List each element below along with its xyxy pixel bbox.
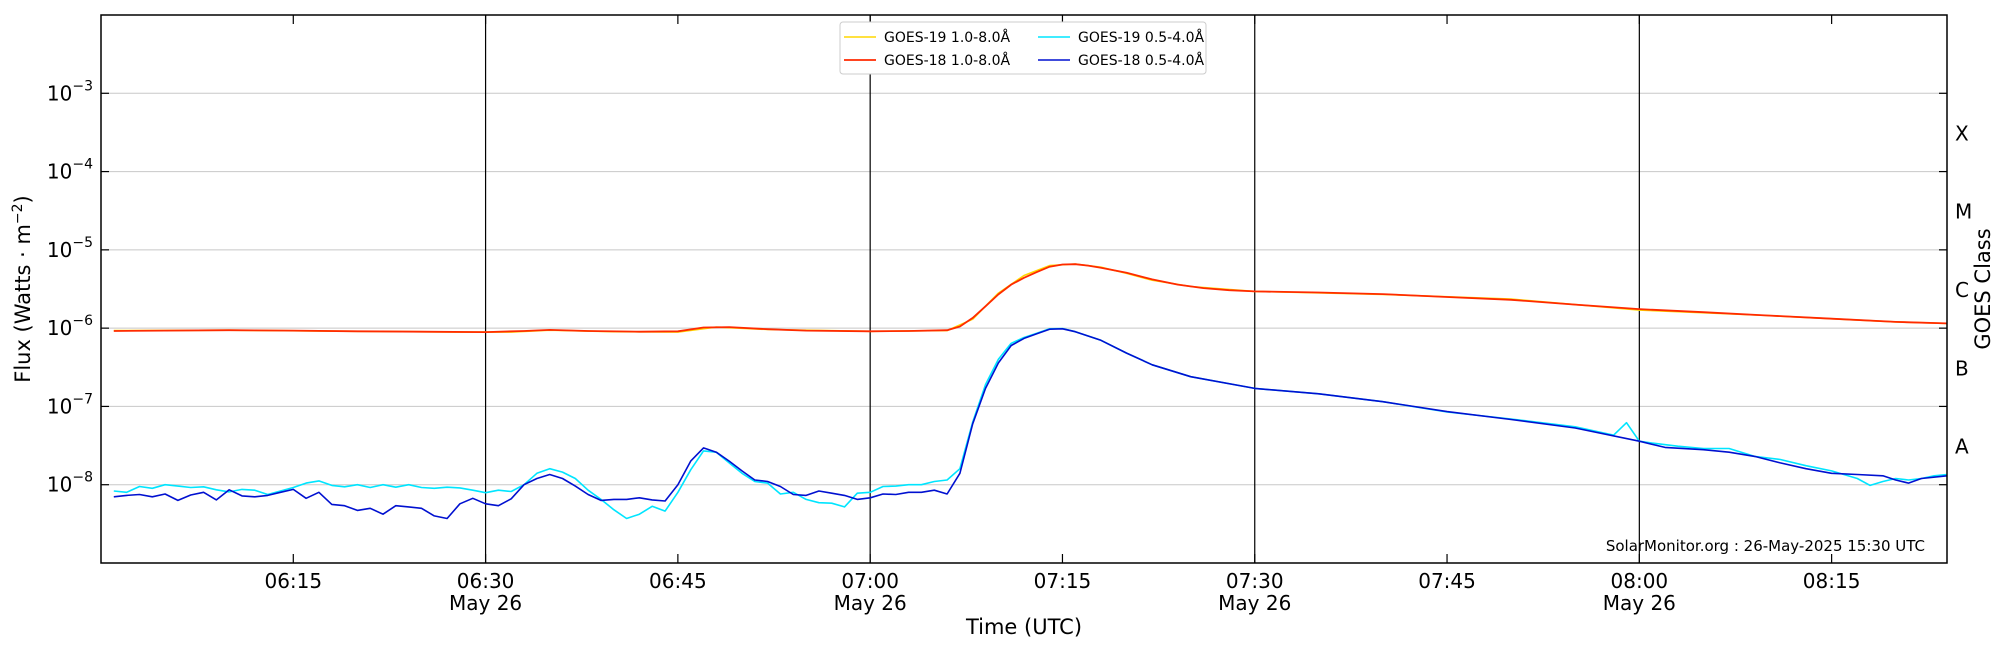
x-tick-label: 07:30 [1226, 569, 1284, 593]
y-axis-labels: 10−810−710−610−510−410−3 [47, 78, 93, 496]
goes-class-m: M [1955, 200, 1972, 224]
goes-class-a: A [1955, 435, 1969, 459]
y-axis-title: Flux (Watts · m−2) [10, 195, 35, 383]
y-tick-base: 10 [47, 81, 72, 105]
credit-text: SolarMonitor.org : 26-May-2025 15:30 UTC [1606, 537, 1925, 555]
legend-label-goes18-short: GOES-18 0.5-4.0Å [1078, 52, 1204, 69]
goes-class-c: C [1955, 278, 1969, 302]
y-tick-exponent: −8 [72, 470, 93, 486]
plot-frame [100, 14, 1948, 564]
series-lines [113, 263, 1948, 520]
y-axis-title-close: ) [11, 195, 35, 203]
y-tick-base: 10 [47, 160, 72, 184]
x-tick-label: 08:00 [1611, 569, 1669, 593]
y-tick-base: 10 [47, 238, 72, 262]
y-tick-base: 10 [47, 316, 72, 340]
y-axis-title-exponent: −2 [10, 203, 26, 224]
x-tick-label: 07:45 [1418, 569, 1476, 593]
goes-class-labels: A B C M X [1955, 121, 1972, 458]
series-line-1 [113, 263, 1948, 334]
x-axis-title: Time (UTC) [965, 615, 1082, 639]
y-tick-exponent: −5 [72, 235, 93, 251]
y-tick-exponent: −3 [72, 78, 93, 94]
y-tick-base: 10 [47, 394, 72, 418]
axis-ticks [101, 15, 1947, 563]
y-tick-label: 10−3 [47, 78, 93, 105]
y-tick-base: 10 [47, 473, 72, 497]
y-tick-label: 10−6 [47, 313, 93, 340]
legend-label-goes19-short: GOES-19 0.5-4.0Å [1078, 29, 1204, 46]
y-tick-label: 10−4 [47, 157, 93, 184]
y-tick-label: 10−8 [47, 470, 93, 497]
legend-label-goes19-long: GOES-19 1.0-8.0Å [884, 29, 1010, 46]
series-line-2 [113, 327, 1948, 520]
x-tick-label: 07:00 [841, 569, 899, 593]
x-tick-label: 06:15 [264, 569, 322, 593]
goes-class-b: B [1955, 356, 1969, 380]
y-axis-title-main: Flux (Watts · m [11, 224, 35, 383]
y-tick-exponent: −4 [72, 157, 93, 173]
y-tick-exponent: −7 [72, 391, 93, 407]
x-tick-date-label: May 26 [1603, 591, 1676, 615]
legend: GOES-19 1.0-8.0Å GOES-18 1.0-8.0Å GOES-1… [839, 21, 1207, 75]
x-tick-date-label: May 26 [834, 591, 907, 615]
y-tick-exponent: −6 [72, 313, 93, 329]
legend-label-goes18-long: GOES-18 1.0-8.0Å [884, 52, 1010, 69]
x-tick-label: 07:15 [1034, 569, 1092, 593]
goes-class-x: X [1955, 121, 1969, 145]
x-tick-date-label: May 26 [1218, 591, 1291, 615]
x-tick-date-label: May 26 [449, 591, 522, 615]
x-tick-label: 08:15 [1803, 569, 1861, 593]
series-line-3 [113, 327, 1948, 520]
x-tick-label: 06:30 [457, 569, 515, 593]
x-tick-label: 06:45 [649, 569, 707, 593]
vertical-day-markers [484, 15, 1640, 563]
legend-box [839, 21, 1207, 75]
goes-class-axis-title: GOES Class [1971, 228, 1995, 349]
y-tick-label: 10−5 [47, 235, 93, 262]
y-tick-label: 10−7 [47, 391, 93, 418]
